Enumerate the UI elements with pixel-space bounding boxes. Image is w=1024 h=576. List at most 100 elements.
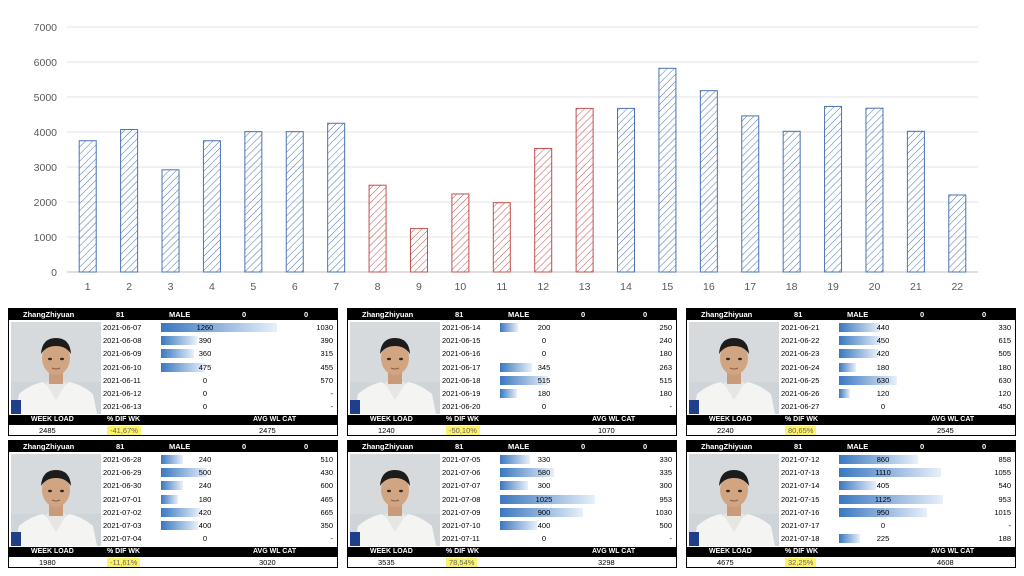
- row-date: 2021-06-09: [103, 349, 142, 359]
- athlete-photo: [11, 454, 101, 546]
- x-tick-label: 13: [579, 281, 591, 293]
- daily-load-row: 2021-06-26 120 120: [781, 387, 1015, 400]
- row-load-value: 1110: [875, 468, 891, 478]
- daily-load-row: 2021-06-15 0 240: [442, 334, 676, 347]
- pct-diff-label: % DIF WK: [107, 548, 141, 555]
- daily-load-row: 2021-07-12 860 858: [781, 453, 1015, 466]
- row-date: 2021-06-21: [781, 323, 820, 332]
- panel-footer-values: 1980 -11,61% 3020: [9, 557, 337, 568]
- daily-load-row: 2021-06-20 0 -: [442, 400, 676, 413]
- pct-diff-value: -50,10%: [446, 426, 480, 435]
- row-date: 2021-07-02: [103, 507, 142, 517]
- row-date: 2021-07-17: [781, 520, 820, 530]
- bar-21: [906, 130, 925, 273]
- bars: [78, 67, 967, 273]
- gender-label: MALE: [847, 310, 869, 319]
- x-tick-label: 17: [744, 281, 756, 293]
- load-bar: [500, 494, 595, 504]
- avg-wl-cat-label: AVG WL CAT: [592, 548, 636, 555]
- daily-load-row: 2021-06-17 345 263: [442, 361, 676, 374]
- y-tick-label: 1000: [34, 232, 58, 244]
- athlete-week-panel: ZhangZhiyuan 81 MALE 0 0 2021-06-28 240 510 2021…: [8, 440, 338, 568]
- daily-load-row: 2021-06-25 630 630: [781, 374, 1015, 387]
- daily-load-row: 2021-07-03 400 350: [103, 519, 337, 532]
- row-date: 2021-06-16: [442, 349, 481, 359]
- load-bar: [839, 481, 877, 491]
- gender-label: MALE: [169, 310, 191, 319]
- row-load-value: 180: [537, 388, 551, 398]
- row-avg-value: 465: [320, 494, 333, 504]
- x-tick-label: 8: [375, 281, 381, 293]
- load-bar: [839, 468, 942, 478]
- header-value-2: 0: [982, 310, 987, 319]
- row-load-value: 1125: [874, 494, 892, 504]
- bar-4: [202, 140, 221, 273]
- row-date: 2021-06-08: [103, 336, 142, 346]
- row-load-value: 225: [876, 534, 890, 544]
- row-avg-value: 250: [659, 323, 672, 332]
- row-avg-value: -: [330, 534, 334, 544]
- row-load-value: 0: [202, 534, 208, 544]
- bar-15: [658, 67, 677, 273]
- panel-footer-values: 2485 -41,67% 2475: [9, 425, 337, 436]
- load-bar: [500, 455, 531, 464]
- daily-load-row: 2021-07-05 330 330: [442, 453, 676, 466]
- bar-9: [409, 228, 428, 273]
- daily-load-row: 2021-06-08 390 390: [103, 334, 337, 347]
- load-bar: [839, 534, 860, 544]
- athlete-photo: [689, 322, 779, 414]
- athlete-photo: [689, 454, 779, 546]
- load-bar: [161, 323, 278, 332]
- week-load-value: 2485: [39, 426, 56, 435]
- row-date: 2021-06-11: [103, 375, 141, 385]
- row-avg-value: 188: [998, 534, 1011, 544]
- row-date: 2021-07-03: [103, 520, 142, 530]
- avg-wl-cat-label: AVG WL CAT: [253, 416, 297, 423]
- daily-load-row: 2021-07-13 1110 1055: [781, 466, 1015, 479]
- load-bar: [161, 520, 198, 530]
- row-date: 2021-07-09: [442, 507, 481, 517]
- row-load-value: 240: [198, 481, 212, 491]
- weight-category: 81: [794, 442, 803, 451]
- athlete-name: ZhangZhiyuan: [23, 442, 75, 451]
- row-load-value: 0: [541, 349, 547, 359]
- row-avg-value: 263: [659, 362, 672, 372]
- x-tick-label: 18: [786, 281, 798, 293]
- week-load-value: 1240: [378, 426, 395, 435]
- daily-load-row: 2021-07-11 0 -: [442, 532, 676, 545]
- row-avg-value: 1030: [316, 323, 333, 332]
- daily-load-row: 2021-06-28 240 510: [103, 453, 337, 466]
- row-date: 2021-07-14: [781, 481, 820, 491]
- row-avg-value: 455: [320, 362, 333, 372]
- gender-label: MALE: [508, 442, 530, 451]
- x-tick-label: 15: [662, 281, 674, 293]
- avg-wl-cat-value: 3298: [598, 558, 615, 567]
- header-value-1: 0: [242, 442, 247, 451]
- load-bar: [500, 507, 584, 517]
- load-bar: [161, 481, 184, 491]
- row-load-value: 0: [880, 402, 886, 412]
- header-value-2: 0: [643, 310, 648, 319]
- daily-load-row: 2021-07-02 420 665: [103, 506, 337, 519]
- athlete-week-panel: ZhangZhiyuan 81 MALE 0 0 2021-06-07 1260 1030 20…: [8, 308, 338, 436]
- load-bar: [161, 455, 184, 464]
- x-tick-label: 9: [416, 281, 422, 293]
- panel-footer-header: WEEK LOAD % DIF WK AVG WL CAT: [687, 547, 1015, 557]
- athlete-week-panel: ZhangZhiyuan 81 MALE 0 0 2021-06-21 440 330 2021…: [686, 308, 1016, 436]
- panel-footer-header: WEEK LOAD % DIF WK AVG WL CAT: [348, 415, 676, 425]
- athlete-name: ZhangZhiyuan: [23, 310, 75, 319]
- week-load-value: 4675: [717, 558, 734, 567]
- daily-load-row: 2021-06-10 475 455: [103, 361, 337, 374]
- daily-load-row: 2021-06-14 200 250: [442, 321, 676, 334]
- daily-load-row: 2021-07-16 950 1015: [781, 506, 1015, 519]
- row-avg-value: 515: [659, 375, 672, 385]
- load-bar: [839, 455, 919, 464]
- daily-load-row: 2021-07-17 0 -: [781, 519, 1015, 532]
- week-load-label: WEEK LOAD: [370, 416, 413, 423]
- row-load-value: 0: [880, 520, 886, 530]
- gender-label: MALE: [169, 442, 191, 451]
- row-date: 2021-07-13: [781, 468, 820, 478]
- load-bar: [161, 468, 208, 478]
- daily-load-row: 2021-06-12 0 -: [103, 387, 337, 400]
- row-date: 2021-07-15: [781, 494, 820, 504]
